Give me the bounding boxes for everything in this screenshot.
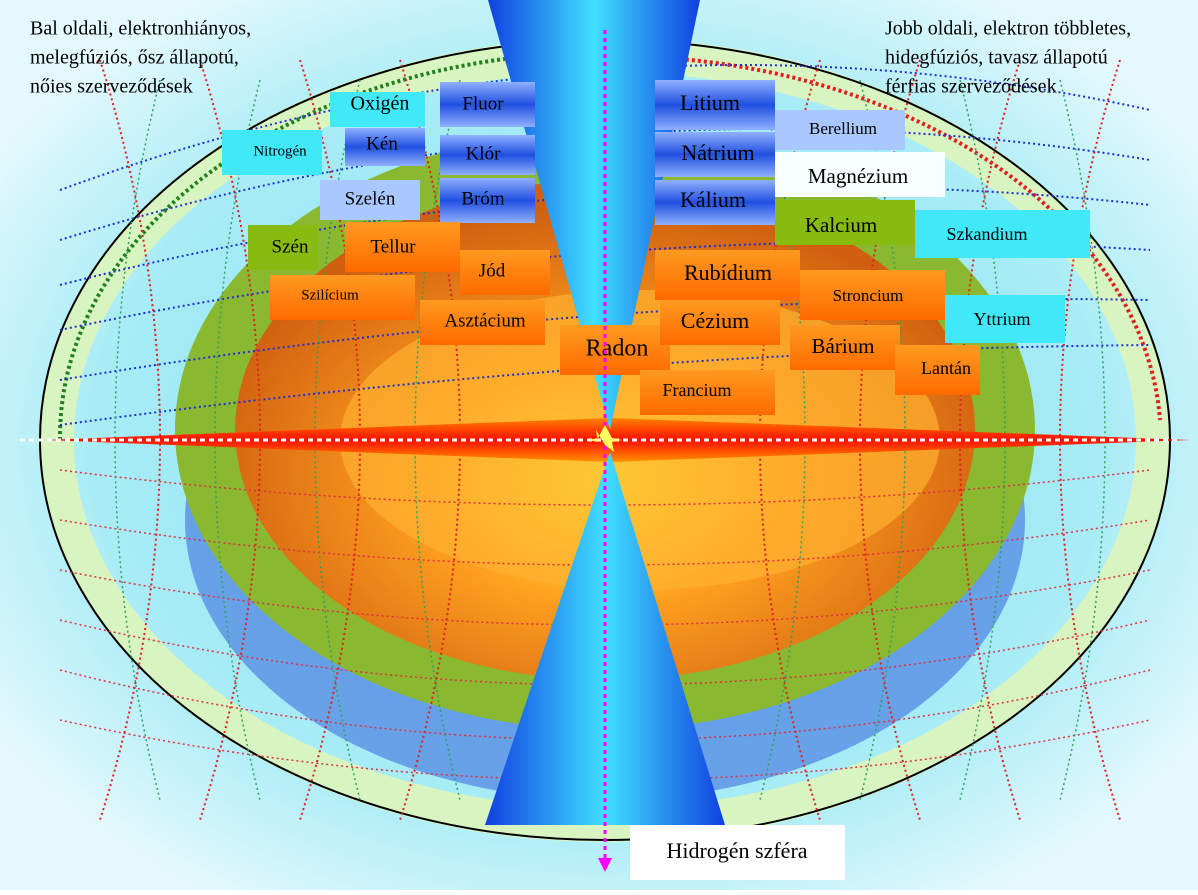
element-labels: Oxigén Fluor Nitrogén Kén Klór Szelén Bróm Szén…	[222, 80, 1090, 415]
element-label: Radon	[586, 336, 649, 362]
meridian	[214, 79, 261, 801]
element-label: Szelén	[345, 188, 396, 209]
element-label: Oxigén	[351, 93, 410, 115]
label-box	[440, 82, 535, 127]
element-label: Klór	[466, 143, 502, 164]
note-line: hidegfúziós, tavasz állapotú	[885, 47, 1108, 69]
label-box	[895, 345, 980, 395]
blue-field-line	[59, 344, 1151, 426]
element-label: Yttrium	[974, 309, 1031, 329]
bottom-label: Hidrogén szféra	[666, 838, 807, 863]
label-box	[440, 178, 535, 223]
right-note: Jobb oldali, elektron többletes, hidegfú…	[885, 18, 1131, 98]
element-label: Cézium	[681, 308, 749, 333]
red-dotted-arc	[649, 55, 1162, 421]
element-label: Kálium	[680, 187, 746, 212]
blue-field-line	[59, 64, 1151, 191]
meridian	[1059, 79, 1106, 801]
label-box	[775, 152, 945, 197]
label-box	[345, 222, 460, 272]
element-label: Szilícium	[301, 287, 359, 303]
element-label: Kalcium	[805, 213, 877, 237]
label-box	[655, 250, 800, 300]
element-label: Bárium	[812, 334, 875, 358]
element-label: Szkandium	[947, 224, 1028, 244]
label-box	[320, 180, 420, 220]
element-label: Asztácium	[444, 310, 525, 331]
label-box	[775, 200, 915, 245]
top-cone	[488, 0, 700, 430]
element-label: Bróm	[461, 188, 505, 209]
meridian	[414, 79, 461, 801]
label-box	[440, 135, 535, 175]
axis-arrow	[598, 858, 612, 872]
label-box	[655, 180, 775, 225]
note-line: nőies szerveződések	[30, 76, 193, 98]
element-label: Nátrium	[681, 140, 754, 165]
element-label: Francium	[663, 380, 732, 400]
label-box	[800, 270, 945, 320]
label-box	[345, 128, 425, 166]
label-box	[270, 275, 415, 320]
label-box	[640, 370, 775, 415]
label-box	[560, 325, 670, 375]
label-box	[460, 250, 550, 295]
label-box	[660, 300, 780, 345]
element-label: Rubídium	[684, 260, 772, 285]
note-line: Jobb oldali, elektron többletes,	[885, 18, 1131, 40]
red-field-line	[59, 719, 1151, 781]
element-label: Szén	[272, 236, 309, 257]
label-box	[945, 295, 1065, 343]
label-box	[330, 92, 425, 127]
note-line: férfias szerveződések	[885, 76, 1057, 98]
label-box	[775, 110, 905, 150]
element-label: Magnézium	[808, 164, 908, 188]
red-field-line	[59, 519, 1151, 566]
center-star	[588, 425, 622, 452]
label-box	[655, 132, 775, 177]
meridian	[114, 79, 161, 801]
element-label: Stroncium	[833, 286, 904, 305]
label-box	[248, 225, 318, 270]
label-box	[790, 325, 900, 370]
element-label: Tellur	[370, 236, 416, 257]
label-box	[222, 130, 322, 175]
element-label: Kén	[366, 133, 398, 154]
element-label: Lantán	[921, 358, 971, 378]
label-box	[420, 300, 545, 345]
label-box	[915, 210, 1090, 258]
element-label: Berellium	[809, 119, 877, 138]
note-line: Bal oldali, elektronhiányos,	[30, 18, 251, 40]
element-label: Fluor	[462, 93, 504, 114]
element-label: Litium	[680, 90, 740, 115]
left-note: Bal oldali, elektronhiányos, melegfúziós…	[30, 18, 251, 98]
note-line: melegfúziós, ősz állapotú,	[30, 47, 239, 69]
label-box	[655, 80, 775, 130]
element-label: Jód	[479, 260, 506, 281]
bottom-label-box	[630, 825, 845, 880]
element-label: Nitrogén	[253, 143, 307, 159]
meridian	[959, 79, 1006, 801]
